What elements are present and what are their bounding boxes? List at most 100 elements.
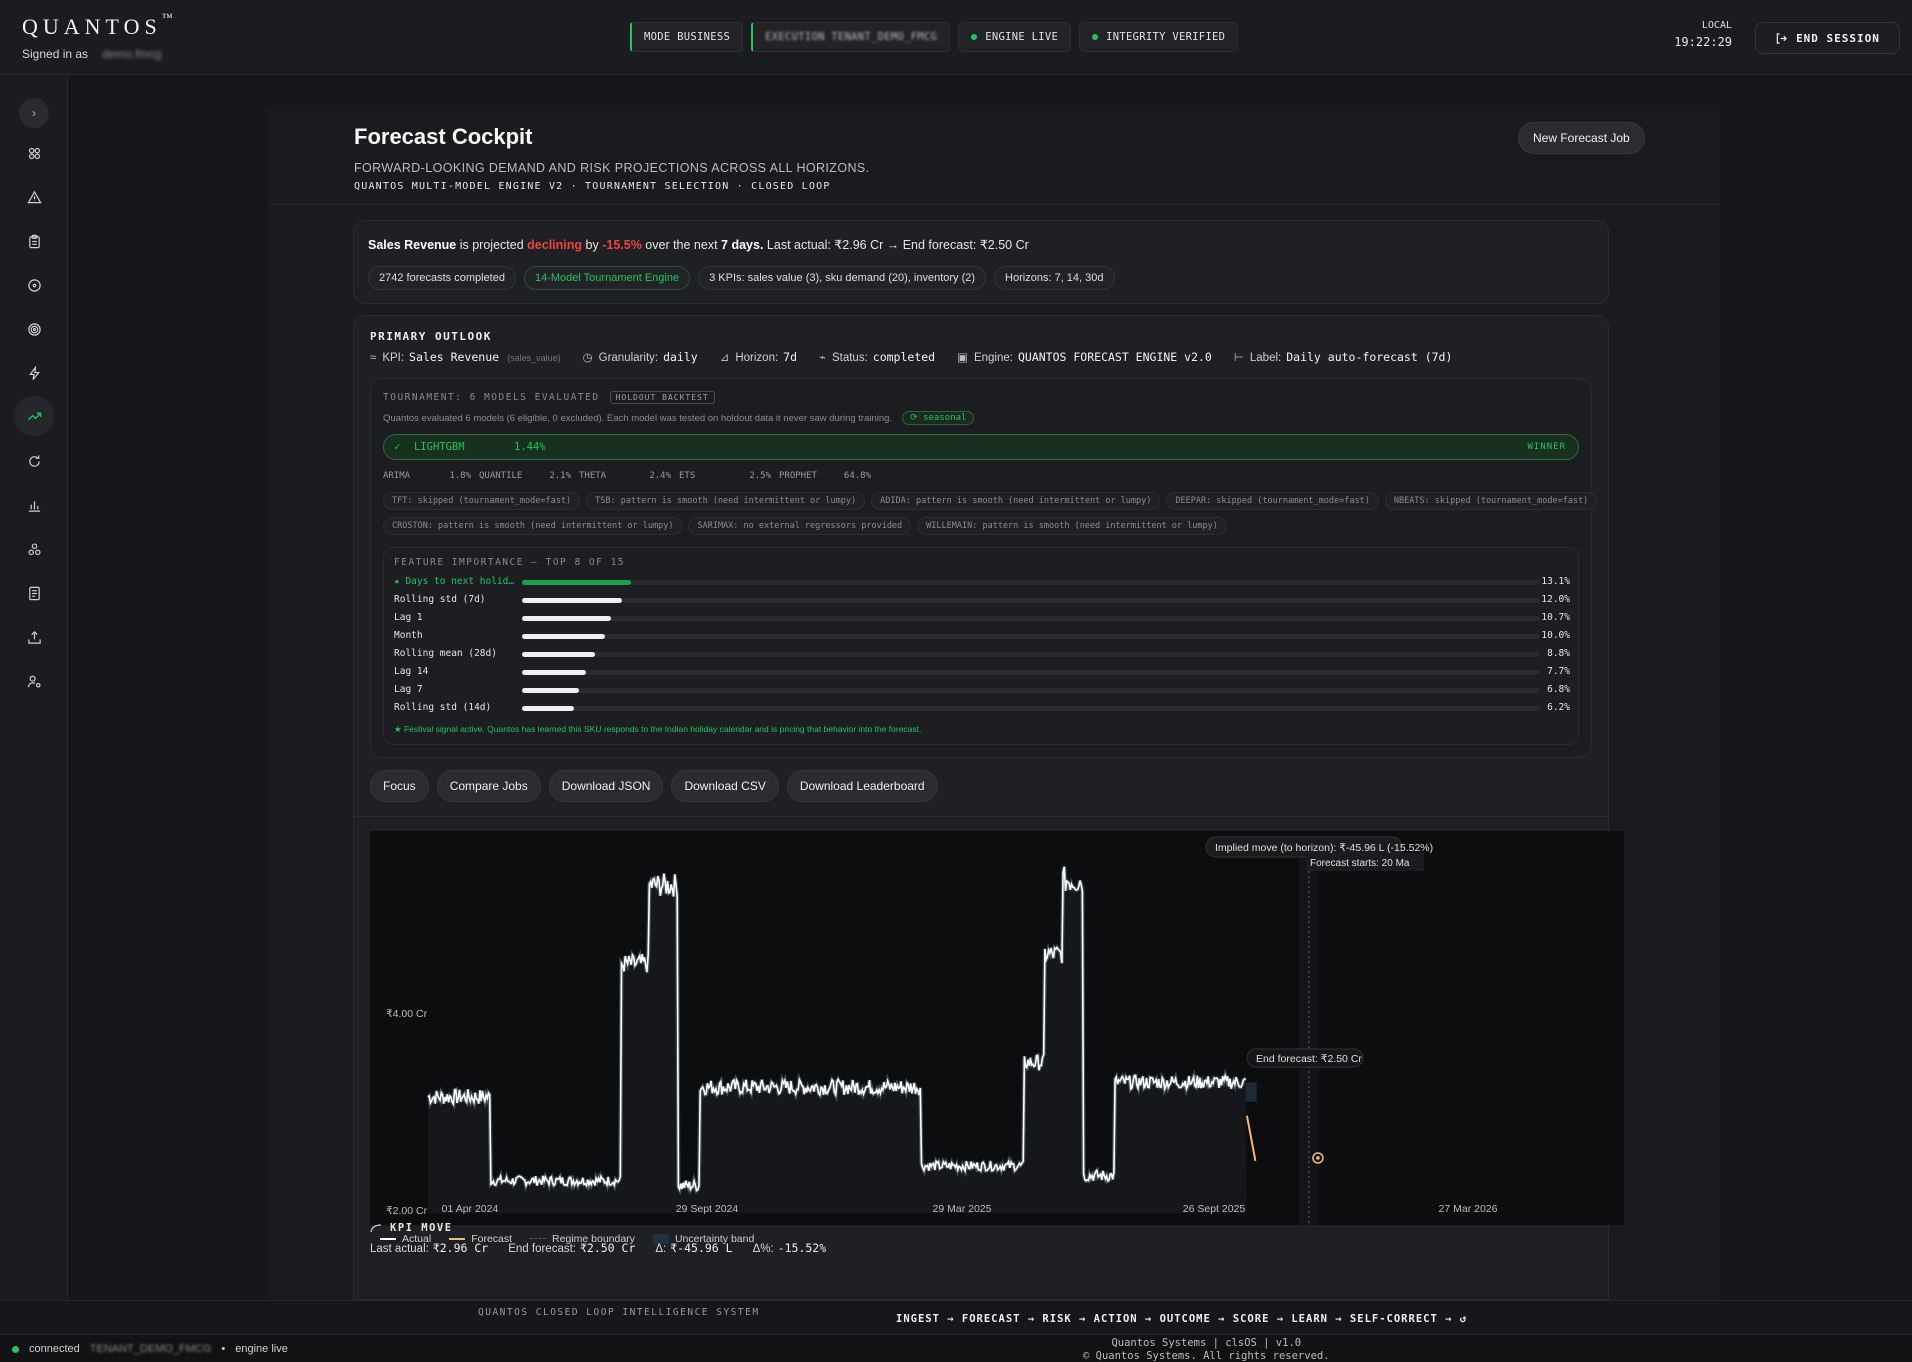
last-actual-value: Last actual: ₹2.96 Cr	[370, 1241, 489, 1255]
primary-outlook-label: PRIMARY OUTLOOK	[370, 330, 492, 343]
chevron-right-icon: ›	[32, 106, 36, 120]
legend-swatch-band	[652, 1234, 669, 1245]
feature-bar-fill	[522, 652, 596, 657]
end-session-button[interactable]: END SESSION	[1755, 22, 1900, 54]
nav-user-settings-icon[interactable]	[19, 666, 49, 696]
excluded-model-chip: WILLEMAIN: pattern is smooth (need inter…	[917, 517, 1227, 535]
feature-bar-fill	[522, 706, 574, 711]
model-score: ETS 2.5%	[679, 471, 771, 481]
model-score: ARIMA 1.8%	[383, 471, 471, 481]
feature-name: Lag 7	[394, 684, 423, 695]
logout-icon	[1776, 32, 1788, 44]
feature-name: ★ Days to next holid…	[394, 576, 514, 587]
status-dot-icon	[971, 34, 978, 40]
tournament-engine-chip: 14-Model Tournament Engine	[523, 266, 691, 290]
horizon-icon: ⊿	[719, 352, 730, 364]
sidebar-toggle-button[interactable]: ›	[19, 98, 49, 128]
nav-bar-chart-icon[interactable]	[19, 490, 49, 520]
feature-value: 10.0%	[1541, 630, 1570, 641]
granularity-meta: ◷ Granularity: daily	[582, 350, 698, 364]
feature-name: Rolling mean (28d)	[394, 648, 497, 659]
forecast-chart[interactable]: ₹4.00 Cr ₹2.00 Cr 01 Apr 2024 29 Sept 2024 2…	[370, 831, 1624, 1245]
nav-target-icon[interactable]	[19, 270, 49, 300]
outlook-meta: ≈ KPI: Sales Revenue (sales_value) ◷ Granula…	[370, 350, 1452, 364]
compare-jobs-button[interactable]: Compare Jobs	[436, 770, 541, 802]
nav-upload-icon[interactable]	[19, 622, 49, 652]
nav-nodes-icon[interactable]	[19, 534, 49, 564]
forecast-summary-card: Sales Revenue is projected declining by …	[353, 220, 1609, 304]
nav-lightning-icon[interactable]	[19, 358, 49, 388]
signed-in-info: Signed in as demo.fmcg	[22, 47, 162, 61]
feature-row: Rolling mean (28d) 8.8%	[394, 648, 1570, 662]
x-tick-label: 29 Sept 2024	[676, 1203, 739, 1215]
excluded-model-chip: TSB: pattern is smooth (need intermitten…	[586, 492, 866, 510]
connected-dot-icon	[12, 1345, 19, 1353]
nav-network-icon[interactable]	[19, 138, 49, 168]
feature-bar-track	[522, 706, 1540, 711]
forecast-series-line	[1245, 1115, 1257, 1162]
nav-warning-icon[interactable]	[19, 182, 49, 212]
end-forecast-marker-dot	[1316, 1156, 1320, 1160]
feature-bar-fill	[522, 598, 622, 603]
label-meta: ⊢ Label: Daily auto-forecast (7d)	[1233, 350, 1453, 364]
kpi-move-values: Last actual: ₹2.96 Cr End forecast: ₹2.50 …	[370, 1241, 826, 1255]
festival-note: ★ Festival signal active. Quantos has le…	[394, 724, 922, 734]
legend-swatch-forecast	[449, 1238, 466, 1241]
feature-row: Lag 7 6.8%	[394, 684, 1570, 698]
nav-forecast-trend-up-icon[interactable]	[14, 396, 54, 436]
divider	[354, 816, 1608, 817]
feature-value: 8.8%	[1547, 648, 1570, 659]
forecast-cockpit-panel: Forecast Cockpit FORWARD-LOOKING DEMAND …	[268, 110, 1720, 1300]
legend-item: Forecast	[449, 1233, 512, 1245]
other-model-scores: ARIMA 1.8% QUANTILE 2.1% THETA 2.4% ETS 2.5%…	[383, 471, 879, 481]
seasonal-badge: ⟳ seasonal	[902, 411, 975, 425]
excluded-model-chip: TFT: skipped (tournament_mode=fast)	[383, 492, 581, 510]
footer: QUANTOS CLOSED LOOP INTELLIGENCE SYSTEM …	[0, 1300, 1912, 1334]
new-forecast-job-button[interactable]: New Forecast Job	[1518, 122, 1645, 154]
feature-name: Rolling std (7d)	[394, 594, 486, 605]
feature-importance-panel: FEATURE IMPORTANCE — TOP 8 OF 15 ★ Days …	[383, 547, 1579, 745]
excluded-model-chip: ADIDA: pattern is smooth (need intermitt…	[871, 492, 1161, 510]
download-leaderboard-button[interactable]: Download Leaderboard	[786, 770, 938, 802]
forecast-starts-badge	[1306, 853, 1424, 871]
excluded-model-chip: CROSTON: pattern is smooth (need intermi…	[383, 517, 683, 535]
end-forecast-value: End forecast: ₹2.50 Cr	[508, 1241, 636, 1255]
check-icon: ✓	[394, 441, 401, 453]
mode-pill: MODE BUSINESS	[630, 22, 744, 52]
feature-importance-label: FEATURE IMPORTANCE — TOP 8 OF 15	[394, 557, 626, 568]
x-tick-label: 27 Mar 2026	[1439, 1203, 1498, 1215]
feature-value: 6.8%	[1547, 684, 1570, 695]
feature-bar-fill	[522, 670, 587, 675]
feature-bar-track	[522, 616, 1540, 621]
clock-icon: ◷	[582, 352, 593, 364]
winner-model-row: ✓ LIGHTGBM 1.44% WINNER	[383, 434, 1579, 460]
nav-refresh-icon[interactable]	[19, 446, 49, 476]
brand-logo: QUANTOS™	[22, 12, 173, 39]
feature-row: Month 10.0%	[394, 630, 1570, 644]
legend-swatch-actual	[380, 1238, 396, 1241]
nav-radar-icon[interactable]	[19, 314, 49, 344]
horizons-chip: Horizons: 7, 14, 30d	[994, 266, 1115, 290]
nav-document-icon[interactable]	[19, 578, 49, 608]
integrity-pill: INTEGRITY VERIFIED	[1079, 22, 1239, 52]
excluded-model-chip: SARIMAX: no external regressors provided	[688, 517, 912, 535]
tournament-description: Quantos evaluated 6 models (6 eligible, …	[383, 411, 975, 425]
model-score: THETA 2.4%	[579, 471, 671, 481]
legend-item: Regime boundary	[530, 1233, 635, 1245]
top-bar: QUANTOS™ Signed in as demo.fmcg MODE BUSI…	[0, 0, 1912, 75]
nav-clipboard-icon[interactable]	[19, 226, 49, 256]
kpis-chip: 3 KPIs: sales value (3), sku demand (20)…	[698, 266, 987, 290]
feature-value: 10.7%	[1541, 612, 1570, 623]
actual-series-line	[427, 866, 1247, 1192]
focus-button[interactable]: Focus	[370, 770, 429, 802]
delta-pct-value: Δ%: -15.52%	[752, 1241, 827, 1255]
y-tick-label: ₹2.00 Cr	[386, 1205, 428, 1217]
closed-loop-steps: INGEST → FORECAST → RISK → ACTION → OUTC…	[896, 1313, 1468, 1325]
x-tick-label: 01 Apr 2024	[442, 1203, 499, 1215]
x-tick-label: 26 Sept 2025	[1183, 1203, 1246, 1215]
holdout-tag: HOLDOUT BACKTEST	[609, 391, 715, 404]
download-csv-button[interactable]: Download CSV	[671, 770, 779, 802]
download-json-button[interactable]: Download JSON	[548, 770, 664, 802]
legend-item: Actual	[380, 1233, 431, 1245]
delta-value: Δ: ₹-45.96 L	[655, 1241, 733, 1255]
